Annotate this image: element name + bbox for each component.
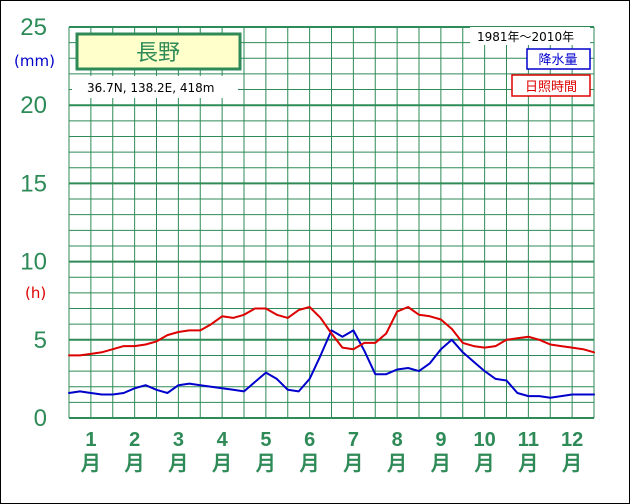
x-tick-unit: 月 [342,451,363,475]
chart-title: 長野 [136,41,180,66]
x-tick-label: 6 [304,429,315,451]
y-tick-label: 20 [20,92,47,119]
precipitation-line [68,329,595,399]
x-tick-unit: 月 [124,451,145,475]
title-box [75,32,242,71]
x-tick-unit: 月 [167,451,188,475]
x-tick-unit: 月 [80,451,101,475]
legend-sunshine-label: 日照時間 [525,80,577,95]
x-tick-unit: 月 [517,451,538,475]
y-tick-label: 15 [20,170,47,197]
x-tick-label: 8 [392,429,403,451]
x-tick-label: 9 [435,429,446,451]
x-tick-label: 10 [474,429,496,451]
x-tick-unit: 月 [211,451,232,475]
y-tick-label: 25 [20,14,47,41]
y-axis-ticks: 0 5 10 15 20 25 [20,14,47,432]
x-tick-label: 4 [217,429,229,451]
legend-precip-label: 降水量 [538,53,577,68]
period-text: 1981年〜2010年 [477,30,574,44]
x-tick-unit: 月 [255,451,276,475]
x-tick-label: 1 [85,429,96,451]
x-tick-unit: 月 [430,451,451,475]
x-tick-label: 2 [129,429,140,451]
series-lines [68,306,595,399]
y-tick-label: 5 [34,327,47,354]
location-box [72,76,238,98]
x-tick-label: 3 [173,429,184,451]
x-tick-label: 12 [561,429,583,451]
x-tick-label: 11 [518,429,539,451]
legend-sunshine-box [511,74,591,97]
period-box [470,27,590,45]
x-tick-label: 5 [260,429,271,451]
location-text: 36.7N, 138.2E, 418m [87,81,214,95]
precip-unit-label: (mm) [14,52,55,70]
x-tick-unit: 月 [474,451,495,475]
y-tick-label: 0 [34,405,47,432]
legend-precip-box [526,48,591,70]
x-tick-unit: 月 [299,451,320,475]
sunshine-line [68,306,595,357]
x-tick-unit: 月 [386,451,407,475]
x-tick-label: 7 [348,429,359,451]
sunshine-unit-label: (h) [25,284,46,302]
x-tick-unit: 月 [561,451,582,475]
y-tick-label: 10 [20,249,47,276]
